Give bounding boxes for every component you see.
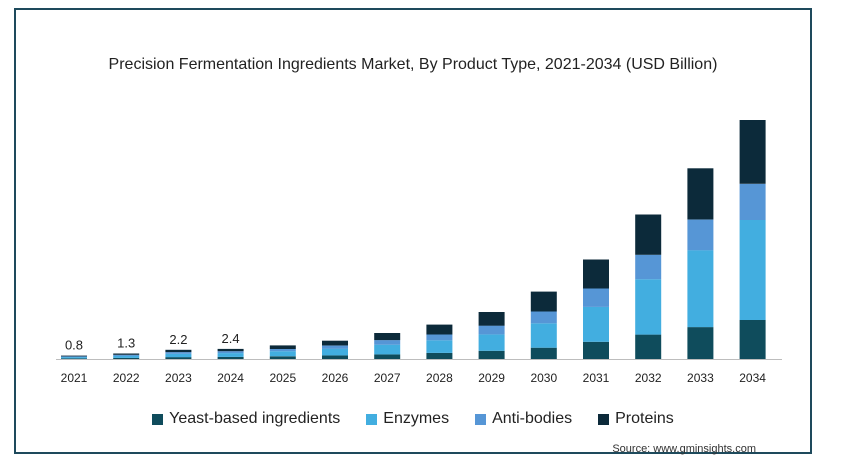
x-tick-label-2022: 2022 xyxy=(113,371,140,385)
bar-segment-2026-1 xyxy=(322,348,348,356)
x-tick-label-2026: 2026 xyxy=(322,371,349,385)
bar-segment-2026-3 xyxy=(322,340,348,346)
chart-frame: Precision Fermentation Ingredients Marke… xyxy=(14,8,812,455)
bar-segment-2034-3 xyxy=(739,120,766,184)
bar-segment-2030-2 xyxy=(530,311,557,324)
bar-segment-2030-3 xyxy=(530,291,557,312)
bar-segment-2030-1 xyxy=(530,323,557,348)
legend-swatch xyxy=(366,413,378,425)
bar-segment-2027-3 xyxy=(374,333,401,341)
bar-segment-2026-0 xyxy=(322,355,348,359)
bar-segment-2025-3 xyxy=(269,345,296,349)
data-label-2021: 0.8 xyxy=(65,338,83,353)
legend-item-2: Anti-bodies xyxy=(475,410,572,428)
bar-segment-2026-2 xyxy=(322,345,348,349)
x-tick-label-2034: 2034 xyxy=(739,371,766,385)
bar-segment-2031-3 xyxy=(583,259,609,289)
bar-segment-2025-0 xyxy=(269,356,296,359)
bar-segment-2025-1 xyxy=(269,351,296,357)
chart-legend: Yeast-based ingredients Enzymes Anti-bodie… xyxy=(16,410,810,428)
bar-segment-2021-0 xyxy=(61,358,87,359)
bar-segment-2024-1 xyxy=(217,353,244,357)
x-tick-label-2027: 2027 xyxy=(374,371,401,385)
chart-title: Precision Fermentation Ingredients Marke… xyxy=(108,56,718,73)
bar-segment-2028-2 xyxy=(426,334,453,341)
bar-segment-2033-3 xyxy=(687,168,714,220)
bar-segment-2022-0 xyxy=(113,357,140,359)
bar-segment-2034-2 xyxy=(739,183,766,220)
stacked-bar-chart: 0.8 2021 1.3 2022 2.2 2023 2.4 2024 2025 2026 2027… xyxy=(56,120,782,385)
bar-segment-2029-3 xyxy=(478,312,505,326)
bar-segment-2022-1 xyxy=(113,355,140,358)
x-tick-label-2028: 2028 xyxy=(426,371,453,385)
bar-segment-2021-2 xyxy=(61,356,87,358)
bar-segment-2024-2 xyxy=(217,351,244,354)
data-label-2024: 2.4 xyxy=(222,331,240,346)
legend-item-1: Enzymes xyxy=(366,410,449,428)
x-tick-label-2023: 2023 xyxy=(165,371,192,385)
bar-segment-2025-2 xyxy=(269,348,296,352)
legend-swatch xyxy=(475,413,487,425)
bar-segment-2024-0 xyxy=(217,356,244,359)
bar-segment-2034-1 xyxy=(739,220,766,320)
legend-item-0: Yeast-based ingredients xyxy=(152,410,340,428)
x-tick-label-2025: 2025 xyxy=(269,371,296,385)
bar-segment-2031-1 xyxy=(583,306,609,342)
bar-segment-2030-0 xyxy=(530,347,557,359)
bar-segment-2028-0 xyxy=(426,352,453,359)
bar-segment-2029-2 xyxy=(478,325,505,335)
bar-segment-2023-1 xyxy=(165,353,192,358)
legend-item-3: Proteins xyxy=(598,410,674,428)
bar-segment-2032-1 xyxy=(635,279,662,335)
bar-segment-2027-2 xyxy=(374,340,401,345)
bar-segment-2033-1 xyxy=(687,250,714,328)
x-tick-label-2031: 2031 xyxy=(583,371,610,385)
bar-segment-2023-0 xyxy=(165,357,192,359)
legend-label: Anti-bodies xyxy=(492,410,573,427)
bar-segment-2023-3 xyxy=(165,349,192,353)
bar-segment-2033-0 xyxy=(687,327,714,359)
bar-segment-2028-3 xyxy=(426,324,453,335)
bar-segment-2022-2 xyxy=(113,354,140,356)
bar-segment-2032-0 xyxy=(635,334,662,359)
bar-segment-2027-0 xyxy=(374,354,401,359)
bar-segment-2031-0 xyxy=(583,341,609,359)
bar-segment-2027-1 xyxy=(374,344,401,355)
legend-swatch xyxy=(598,413,610,425)
x-tick-label-2030: 2030 xyxy=(530,371,557,385)
bar-segment-2021-3 xyxy=(61,355,87,357)
bar-segment-2028-1 xyxy=(426,340,453,353)
bar-segment-2029-1 xyxy=(478,334,505,351)
bar-segment-2024-3 xyxy=(217,348,244,352)
bar-segment-2032-2 xyxy=(635,254,662,280)
legend-label: Proteins xyxy=(615,410,674,427)
bar-segment-2023-2 xyxy=(165,352,192,354)
bar-segment-2029-0 xyxy=(478,350,505,359)
legend-label: Yeast-based ingredients xyxy=(169,410,341,427)
data-label-2023: 2.2 xyxy=(169,332,187,347)
x-tick-label-2029: 2029 xyxy=(478,371,505,385)
bar-segment-2032-3 xyxy=(635,214,662,255)
bar-segment-2033-2 xyxy=(687,219,714,251)
data-label-2022: 1.3 xyxy=(117,336,135,351)
legend-swatch xyxy=(152,413,164,425)
bar-segment-2031-2 xyxy=(583,288,609,307)
x-tick-label-2024: 2024 xyxy=(217,371,244,385)
source-note: Source: www.gminsights.com xyxy=(612,443,756,455)
bar-segment-2021-1 xyxy=(61,357,87,359)
x-tick-label-2033: 2033 xyxy=(687,371,714,385)
bar-segment-2034-0 xyxy=(739,319,766,359)
legend-label: Enzymes xyxy=(383,410,450,427)
x-tick-label-2021: 2021 xyxy=(61,371,88,385)
bar-segment-2022-3 xyxy=(113,353,140,355)
x-tick-label-2032: 2032 xyxy=(635,371,662,385)
